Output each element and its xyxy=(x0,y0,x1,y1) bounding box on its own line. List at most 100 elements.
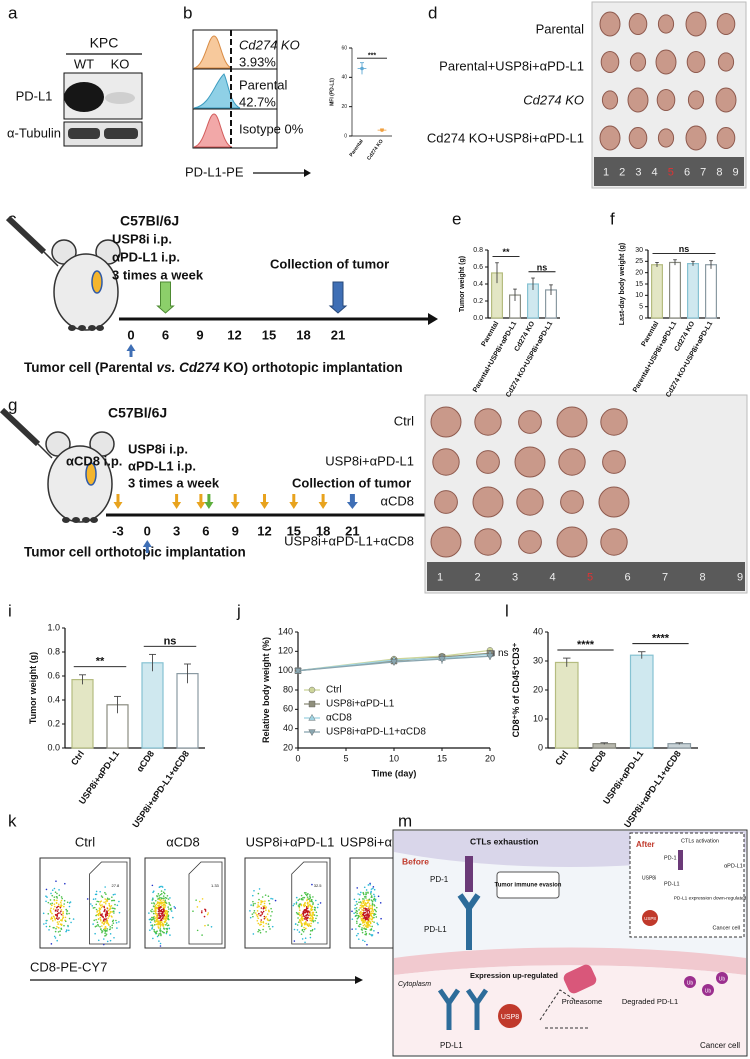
flow-event xyxy=(263,902,266,905)
flow-event xyxy=(356,912,358,915)
flow-event xyxy=(310,920,313,922)
mouse-foot xyxy=(68,325,76,331)
flow-event xyxy=(159,942,162,945)
flow-event xyxy=(368,898,371,901)
flow-event xyxy=(42,912,45,915)
ruler-number: 1 xyxy=(603,166,609,178)
flow-event xyxy=(49,899,52,901)
y-axis-title: MFI (PD-L1) xyxy=(329,78,335,106)
flow-event xyxy=(167,906,169,908)
flow-event xyxy=(153,915,156,918)
y-axis-title: Tumor weight (g) xyxy=(459,256,466,312)
flow-event xyxy=(164,921,167,923)
flow-event xyxy=(161,914,164,917)
flow-event xyxy=(99,916,102,919)
timeline-arrowhead xyxy=(428,313,438,325)
day-label: 9 xyxy=(196,327,203,342)
flow-event xyxy=(56,899,58,902)
flow-event xyxy=(370,914,372,917)
tumor xyxy=(599,125,621,151)
diagram-text: Proteasome xyxy=(562,997,602,1006)
ruler-number: 2 xyxy=(474,571,480,583)
flow-event xyxy=(362,924,365,927)
flow-event xyxy=(357,916,360,919)
flow-event xyxy=(68,912,70,915)
flow-event xyxy=(50,918,52,920)
flow-event xyxy=(274,899,277,902)
flow-event xyxy=(100,900,103,902)
usp8 xyxy=(642,910,658,926)
pd1-receptor xyxy=(465,856,473,892)
legend-label: αCD8 xyxy=(326,713,352,724)
flow-event xyxy=(105,912,107,914)
flow-event xyxy=(373,929,375,932)
y-tick-label: 20 xyxy=(283,742,293,752)
flow-event xyxy=(106,912,109,915)
flow-event xyxy=(306,919,309,922)
tumor xyxy=(556,406,588,438)
flow-event xyxy=(109,905,111,908)
y-tick-label: 5 xyxy=(639,304,643,311)
x-tick-label: αCD8 xyxy=(586,749,608,774)
flow-event xyxy=(300,913,303,916)
flow-event xyxy=(162,895,165,897)
timeline: 0 6 9 12 15 18 21 xyxy=(119,281,438,357)
tumor-photo-d: Parental Parental+USP8i+αPD-L1 Cd274 KO … xyxy=(427,1,747,189)
flow-event xyxy=(259,929,261,932)
row-label: α-Tubulin xyxy=(7,125,61,140)
flow-event xyxy=(301,917,303,920)
flow-event xyxy=(95,908,98,911)
flow-event xyxy=(158,933,160,935)
flow-event xyxy=(109,910,112,913)
ubiquitin xyxy=(684,976,696,988)
flow-event xyxy=(99,890,101,893)
flow-event xyxy=(297,899,300,901)
flow-event xyxy=(59,912,61,914)
caption-part: vs. Cd274 xyxy=(157,360,221,375)
flow-event xyxy=(57,903,60,906)
flow-event xyxy=(257,901,260,904)
flow-event xyxy=(104,914,107,917)
flow-event xyxy=(168,908,170,910)
flow-event xyxy=(105,893,107,896)
flow-event xyxy=(369,883,371,886)
flow-event xyxy=(370,929,373,931)
flow-event xyxy=(163,903,165,906)
flow-event xyxy=(310,900,313,902)
flow-event xyxy=(106,914,109,916)
x-tick-label: 20 xyxy=(485,753,495,763)
legend-label: USP8i+αPD-L1+αCD8 xyxy=(326,727,426,738)
flow-event xyxy=(59,923,62,925)
flow-event xyxy=(358,901,360,904)
flow-event xyxy=(161,917,164,920)
flow-event xyxy=(93,906,96,909)
flow-event xyxy=(266,913,269,915)
ruler-number: 9 xyxy=(737,571,743,583)
flow-event xyxy=(295,896,298,899)
diagram-text: After xyxy=(636,840,655,849)
flow-event xyxy=(371,920,374,923)
group-label: Ctrl xyxy=(394,413,414,428)
flow-event xyxy=(270,907,272,910)
flow-event xyxy=(371,934,374,936)
tumor xyxy=(472,486,504,518)
day-label: 18 xyxy=(296,327,310,342)
flow-event xyxy=(113,899,116,902)
flow-event xyxy=(58,920,61,923)
flow-event xyxy=(157,910,160,913)
flow-event xyxy=(257,917,260,920)
flow-event xyxy=(53,935,56,938)
flow-event xyxy=(104,901,107,903)
flow-event xyxy=(309,912,311,915)
flow-event xyxy=(154,910,156,913)
flow-event xyxy=(108,908,111,911)
flow-event xyxy=(166,915,168,917)
panel-label: b xyxy=(183,3,192,22)
flow-event xyxy=(300,922,303,925)
flow-event xyxy=(97,913,99,916)
flow-event xyxy=(269,928,271,930)
tumor xyxy=(657,128,675,148)
flow-event xyxy=(148,912,150,914)
flow-event xyxy=(56,925,58,928)
flow-event xyxy=(363,923,366,926)
